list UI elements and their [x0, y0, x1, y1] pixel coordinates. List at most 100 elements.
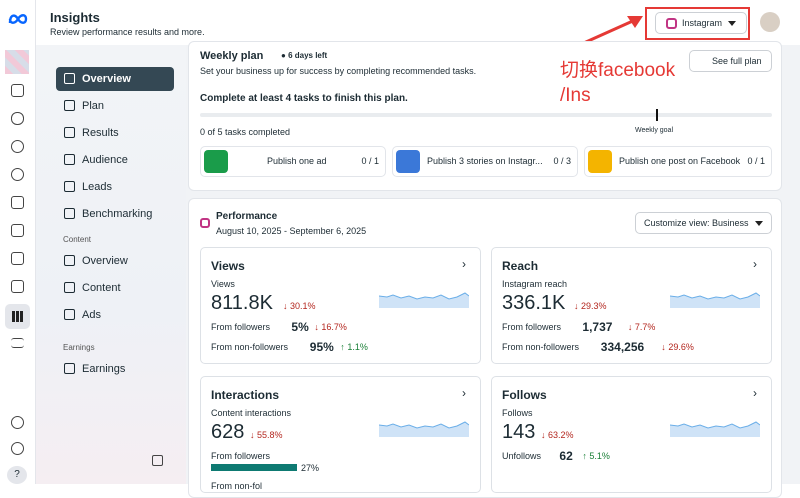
- icon[interactable]: [11, 196, 24, 209]
- settings-icon[interactable]: [11, 442, 24, 455]
- change-value: 7.7%: [634, 322, 656, 332]
- nav-item[interactable]: Content: [56, 276, 174, 300]
- card-title: Interactions: [211, 388, 280, 402]
- icon[interactable]: [11, 140, 24, 153]
- nav-label: Content: [82, 282, 121, 294]
- progress-track: [200, 113, 772, 117]
- change-value: 30.1%: [290, 301, 316, 311]
- change-value: 5.1%: [589, 451, 610, 461]
- nav-item[interactable]: Overview: [56, 249, 174, 273]
- metric-card[interactable]: Reach › Instagram reach 336.1K ↓ 29.3% From f…: [491, 247, 772, 364]
- task-icon: [588, 150, 612, 173]
- plan-goal: Complete at least 4 tasks to finish this…: [200, 93, 408, 104]
- metric-label: Follows: [502, 408, 533, 418]
- insights-icon[interactable]: [5, 304, 30, 329]
- nav-label: Benchmarking: [82, 208, 153, 220]
- customize-button[interactable]: Customize view: Business: [635, 212, 772, 234]
- metric-card[interactable]: Views › Views 811.8K ↓ 30.1% From followers 5%…: [200, 247, 481, 364]
- performance-card: Performance August 10, 2025 - September …: [188, 198, 782, 498]
- change-value: 29.3%: [581, 301, 607, 311]
- change-value: 16.7%: [321, 322, 347, 332]
- task-label: Publish 3 stories on Instagr...: [427, 156, 543, 166]
- nav-label: Results: [82, 127, 119, 139]
- task-count: 0 / 3: [553, 156, 571, 166]
- nav-label: Overview: [82, 73, 131, 85]
- metric-value: 336.1K: [502, 292, 566, 314]
- task-icon: [396, 150, 420, 173]
- change: ↑ 5.1%: [582, 451, 610, 461]
- change: ↓ 55.8%: [250, 430, 283, 440]
- account-name: Instagram: [682, 18, 723, 28]
- icon[interactable]: [11, 224, 24, 237]
- metric-card[interactable]: Interactions › Content interactions 628 ↓ 55…: [200, 376, 481, 493]
- metric-label: Instagram reach: [502, 279, 568, 289]
- icon[interactable]: [11, 168, 24, 181]
- task[interactable]: Publish one post on Facebook 0 / 1: [584, 146, 772, 177]
- nav-label: Audience: [82, 154, 128, 166]
- nav-item[interactable]: Audience: [56, 148, 174, 172]
- page-title: Insights: [50, 10, 100, 25]
- sparkline: [379, 421, 469, 437]
- nav-label: Overview: [82, 255, 128, 267]
- main: Weekly plan ● 6 days left Set your busin…: [186, 41, 800, 498]
- icon[interactable]: [11, 252, 24, 265]
- progress-value: 27%: [301, 463, 320, 473]
- plan-description: Set your business up for success by comp…: [200, 66, 477, 76]
- metric-label: Content interactions: [211, 408, 292, 418]
- goal-label: Weekly goal: [635, 127, 674, 134]
- trend-arrow: ↓: [541, 430, 549, 440]
- trend-arrow: ↓: [661, 342, 669, 352]
- row-value: 334,256: [600, 340, 645, 354]
- trend-arrow: ↓: [574, 301, 582, 311]
- weekly-plan-card: Weekly plan ● 6 days left Set your busin…: [188, 41, 782, 191]
- performance-title: Performance: [216, 211, 278, 222]
- change: ↓ 29.3%: [574, 301, 607, 311]
- change: ↓ 7.7%: [628, 322, 656, 332]
- nav-item[interactable]: Overview: [56, 67, 174, 91]
- metric-card[interactable]: Follows › Follows 143 ↓ 63.2% Unfollows 62 ↑ 5.…: [491, 376, 772, 493]
- button-text: Customize view: Business: [644, 218, 749, 228]
- search-icon[interactable]: [11, 416, 24, 429]
- nav-item[interactable]: Plan: [56, 94, 174, 118]
- change-value: 1.1%: [347, 342, 368, 352]
- nav-item[interactable]: Earnings: [56, 357, 174, 381]
- collapse-icon[interactable]: [152, 455, 163, 466]
- row-value: 1,737: [582, 320, 613, 334]
- nav-item[interactable]: Results: [56, 121, 174, 145]
- nav-item[interactable]: Leads: [56, 175, 174, 199]
- nav-label: Ads: [82, 309, 101, 321]
- chevron: ›: [753, 257, 757, 271]
- profile-avatar[interactable]: [760, 12, 780, 32]
- nav-item[interactable]: Ads: [56, 303, 174, 327]
- row-label: From followers: [211, 322, 271, 332]
- icon[interactable]: [11, 280, 24, 293]
- home-icon[interactable]: [11, 84, 24, 97]
- metric-value: 628: [211, 421, 245, 443]
- progress-bar: [211, 464, 297, 471]
- bell-icon[interactable]: [11, 112, 24, 125]
- annotation-line: 切换facebook: [560, 60, 676, 81]
- account-switcher[interactable]: Instagram: [655, 12, 747, 34]
- page-subtitle: Review performance results and more.: [50, 27, 205, 37]
- help-icon[interactable]: ?: [7, 466, 27, 484]
- nav-item[interactable]: Benchmarking: [56, 202, 174, 226]
- change: ↓ 63.2%: [541, 430, 574, 440]
- annotation: 切换facebook/Ins: [560, 58, 675, 108]
- task[interactable]: Publish 3 stories on Instagr... 0 / 3: [392, 146, 578, 177]
- row-label: From followers: [502, 322, 562, 332]
- nav-label: Leads: [82, 181, 112, 193]
- meta-logo: [8, 14, 28, 24]
- icon-rail: ?: [0, 0, 36, 484]
- see-full-plan-button[interactable]: See full plan: [689, 50, 772, 72]
- avatar[interactable]: [5, 50, 29, 74]
- performance-dates: August 10, 2025 - September 6, 2025: [216, 226, 367, 236]
- menu-icon[interactable]: [11, 338, 24, 348]
- task-count: 0 / 1: [747, 156, 765, 166]
- task[interactable]: Publish one ad 0 / 1: [200, 146, 386, 177]
- change-value: 63.2%: [548, 430, 574, 440]
- metric-value: 143: [502, 421, 536, 443]
- highlight-box: [645, 7, 750, 40]
- annotation-line: /Ins: [560, 85, 591, 106]
- change-value: 55.8%: [257, 430, 283, 440]
- plan-badge: ● 6 days left: [281, 51, 328, 60]
